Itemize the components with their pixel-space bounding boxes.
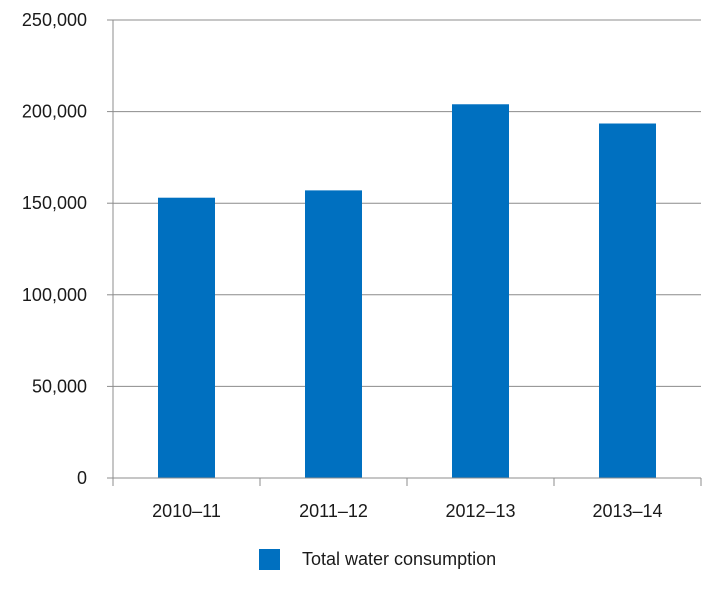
y-tick-label: 200,000 [22,102,87,122]
x-tick-label: 2013–14 [592,501,662,521]
bar [599,123,656,479]
x-tick-label: 2011–12 [299,501,368,521]
y-tick-label: 100,000 [22,285,87,305]
y-tick-label: 50,000 [32,376,87,396]
x-tick-label: 2010–11 [152,501,221,521]
bar [158,197,215,479]
bar [452,104,509,478]
axes [107,19,702,486]
legend: Total water consumption [259,549,496,570]
y-tick-label: 250,000 [22,10,87,30]
x-tick-label: 2012–13 [445,501,515,521]
x-tick-labels: 2010–11 2011–12 2012–13 2013–14 [152,501,662,521]
y-tick-label: 150,000 [22,193,87,213]
y-tick-label: 0 [77,468,87,488]
bar [305,190,362,478]
legend-label: Total water consumption [302,549,497,569]
legend-swatch [259,549,280,570]
bars [158,104,656,479]
y-tick-labels: 0 50,000 100,000 150,000 200,000 250,000 [22,10,87,488]
